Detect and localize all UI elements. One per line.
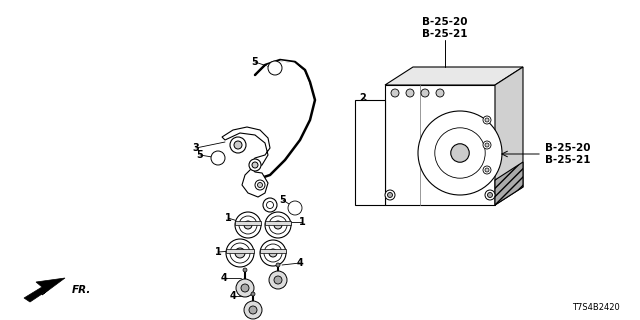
Text: 1: 1 bbox=[225, 213, 232, 223]
Circle shape bbox=[387, 193, 392, 197]
Text: 4: 4 bbox=[230, 291, 236, 301]
Circle shape bbox=[266, 202, 273, 209]
Circle shape bbox=[243, 268, 247, 272]
Circle shape bbox=[421, 89, 429, 97]
Circle shape bbox=[270, 63, 280, 73]
Bar bbox=[226, 249, 254, 253]
Text: 4: 4 bbox=[221, 273, 227, 283]
Text: 1: 1 bbox=[299, 217, 305, 227]
Circle shape bbox=[269, 216, 287, 234]
Circle shape bbox=[385, 190, 395, 200]
Circle shape bbox=[235, 212, 261, 238]
Circle shape bbox=[244, 221, 252, 229]
Circle shape bbox=[485, 143, 489, 147]
Circle shape bbox=[260, 240, 286, 266]
Circle shape bbox=[251, 292, 255, 296]
Circle shape bbox=[249, 306, 257, 314]
Text: 1: 1 bbox=[214, 247, 221, 257]
Polygon shape bbox=[495, 162, 523, 205]
Circle shape bbox=[274, 221, 282, 229]
Circle shape bbox=[435, 128, 485, 178]
Circle shape bbox=[391, 89, 399, 97]
Circle shape bbox=[288, 201, 302, 215]
Text: 5: 5 bbox=[252, 57, 259, 67]
Text: 5: 5 bbox=[196, 150, 204, 160]
Polygon shape bbox=[495, 67, 523, 205]
Circle shape bbox=[234, 141, 242, 149]
Text: 4: 4 bbox=[296, 258, 303, 268]
Bar bbox=[385, 85, 495, 205]
Circle shape bbox=[485, 168, 489, 172]
Circle shape bbox=[406, 89, 414, 97]
Text: B-25-20: B-25-20 bbox=[422, 17, 468, 27]
Circle shape bbox=[241, 284, 249, 292]
Circle shape bbox=[252, 162, 258, 168]
Circle shape bbox=[230, 243, 250, 263]
Text: B-25-21: B-25-21 bbox=[422, 29, 468, 39]
Circle shape bbox=[269, 271, 287, 289]
Circle shape bbox=[485, 190, 495, 200]
Text: B-25-20: B-25-20 bbox=[545, 143, 591, 153]
Circle shape bbox=[488, 193, 493, 197]
Bar bbox=[235, 221, 261, 225]
Polygon shape bbox=[385, 67, 523, 85]
Polygon shape bbox=[355, 100, 385, 205]
Text: FR.: FR. bbox=[72, 285, 92, 295]
Polygon shape bbox=[24, 278, 65, 302]
Text: 2: 2 bbox=[360, 93, 366, 103]
Circle shape bbox=[451, 144, 469, 162]
Circle shape bbox=[213, 153, 223, 163]
Circle shape bbox=[244, 301, 262, 319]
Bar bbox=[265, 221, 291, 225]
Circle shape bbox=[226, 239, 254, 267]
Circle shape bbox=[239, 216, 257, 234]
Circle shape bbox=[211, 151, 225, 165]
Circle shape bbox=[269, 249, 277, 257]
Circle shape bbox=[290, 203, 300, 213]
Circle shape bbox=[235, 248, 245, 258]
Circle shape bbox=[418, 111, 502, 195]
Circle shape bbox=[276, 263, 280, 267]
Circle shape bbox=[265, 212, 291, 238]
Circle shape bbox=[236, 279, 254, 297]
Circle shape bbox=[436, 89, 444, 97]
Text: B-25-21: B-25-21 bbox=[545, 155, 591, 165]
Circle shape bbox=[274, 276, 282, 284]
Circle shape bbox=[483, 166, 491, 174]
Circle shape bbox=[483, 141, 491, 149]
Circle shape bbox=[485, 118, 489, 122]
Circle shape bbox=[249, 159, 261, 171]
Circle shape bbox=[263, 198, 277, 212]
Circle shape bbox=[257, 182, 262, 188]
Text: 5: 5 bbox=[280, 195, 286, 205]
Circle shape bbox=[264, 244, 282, 262]
Text: 3: 3 bbox=[193, 143, 200, 153]
Circle shape bbox=[483, 116, 491, 124]
Circle shape bbox=[268, 61, 282, 75]
Text: T7S4B2420: T7S4B2420 bbox=[572, 303, 620, 312]
Circle shape bbox=[255, 180, 265, 190]
Circle shape bbox=[230, 137, 246, 153]
Polygon shape bbox=[222, 127, 270, 197]
Bar bbox=[260, 249, 286, 253]
